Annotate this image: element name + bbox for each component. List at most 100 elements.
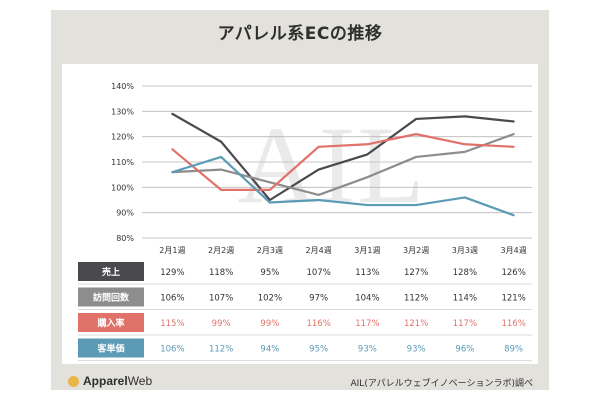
data-label: 121% — [501, 294, 525, 304]
data-label: 112% — [404, 294, 428, 304]
row-header-bg — [78, 262, 144, 281]
data-label: 104% — [355, 294, 379, 304]
data-point — [512, 214, 515, 216]
series-line-客単価 — [171, 155, 515, 217]
data-point — [269, 199, 271, 201]
data-label: 96% — [455, 345, 474, 355]
data-label: 106% — [160, 345, 184, 355]
data-label: 102% — [258, 294, 282, 304]
x-tick-label: 2月1週 — [159, 246, 185, 255]
data-label: 116% — [306, 319, 330, 329]
data-point — [317, 146, 320, 148]
data-label: 126% — [501, 268, 525, 278]
data-point — [220, 140, 222, 143]
data-point — [512, 146, 515, 148]
y-tick-label: 130% — [111, 107, 134, 116]
x-tick-label: 3月4週 — [501, 246, 527, 255]
row-header-label: 購入率 — [96, 317, 124, 329]
data-label: 99% — [260, 319, 279, 329]
y-tick-label: 110% — [111, 158, 134, 167]
x-tick-label: 2月4週 — [306, 246, 332, 255]
x-tick-label: 2月3週 — [257, 246, 283, 255]
data-point — [464, 151, 466, 153]
data-point — [317, 168, 320, 171]
y-tick-label: 90% — [116, 209, 134, 218]
row-header-label: 客単価 — [96, 343, 124, 355]
logo-text-light: Web — [127, 374, 153, 388]
data-point — [220, 189, 222, 191]
data-label: 127% — [404, 268, 428, 278]
x-tick-label: 3月3週 — [452, 246, 478, 255]
data-label: 112% — [209, 345, 233, 355]
data-label: 121% — [404, 319, 428, 329]
logo-text-bold: Apparel — [83, 374, 128, 388]
data-label: 97% — [309, 294, 328, 304]
data-point — [464, 196, 466, 199]
data-point — [220, 156, 222, 158]
y-tick-label: 120% — [111, 133, 134, 142]
data-label: 117% — [355, 319, 379, 329]
series-line-売上 — [171, 112, 515, 202]
data-point — [220, 168, 222, 171]
data-point — [415, 156, 417, 158]
chart-title: アパレル系ECの推移 — [217, 24, 383, 44]
logo-text: ApparelWeb — [83, 374, 152, 388]
data-label: 93% — [407, 345, 426, 355]
row-header-bg — [78, 287, 144, 307]
row-header-label: 訪問回数 — [93, 292, 130, 304]
data-point — [464, 143, 466, 146]
data-point — [366, 143, 369, 146]
data-point — [464, 115, 466, 118]
data-point — [269, 181, 271, 184]
logo-mark-icon — [68, 375, 79, 387]
row-header-bg — [78, 313, 144, 332]
data-label: 129% — [160, 268, 184, 278]
data-label: 128% — [453, 268, 477, 278]
chart-frame: アパレル系ECの推移 AIL 140% 130% 120% 110% 100% 90% 80%… — [51, 10, 549, 390]
x-tick-label: 2月2週 — [208, 246, 234, 255]
data-point — [269, 189, 271, 191]
data-point — [269, 201, 271, 204]
data-label: 107% — [209, 294, 233, 304]
y-tick-label: 140% — [111, 82, 134, 91]
data-point — [512, 133, 515, 135]
data-point — [366, 204, 369, 206]
data-point — [366, 176, 369, 178]
data-label: 107% — [306, 268, 330, 278]
data-point — [415, 118, 417, 120]
row-header-bg — [78, 338, 144, 358]
data-label: 115% — [160, 319, 184, 329]
x-tick-label: 3月2週 — [403, 246, 429, 255]
data-label: 116% — [501, 319, 525, 329]
data-label: 94% — [260, 345, 279, 355]
series-line-訪問回数 — [171, 133, 515, 197]
row-header-label: 売上 — [102, 266, 120, 278]
data-label: 118% — [209, 268, 233, 278]
y-tick-label: 100% — [111, 183, 134, 192]
y-tick-label: 80% — [116, 234, 134, 243]
apparelweb-logo: ApparelWeb — [68, 374, 152, 388]
data-label: 89% — [504, 345, 523, 355]
data-label: 117% — [453, 319, 477, 329]
data-point — [171, 148, 174, 151]
data-point — [512, 120, 515, 123]
x-tick-label: 3月1週 — [354, 246, 380, 255]
data-label: 114% — [453, 294, 477, 304]
data-point — [171, 113, 174, 115]
source-note: AIL(アパレルウェブイノベーションラボ)調べ — [350, 379, 534, 389]
data-label: 93% — [358, 345, 377, 355]
chart-panel: AIL 140% 130% 120% 110% 100% 90% 80% 2月1週 2月2週 2月3… — [62, 64, 538, 364]
data-label: 113% — [355, 268, 379, 278]
data-label: 99% — [212, 319, 231, 329]
data-label: 95% — [260, 268, 279, 278]
data-point — [317, 194, 320, 196]
data-label: 106% — [160, 294, 184, 304]
data-point — [415, 133, 417, 135]
data-point — [317, 199, 320, 201]
data-point — [415, 204, 417, 206]
data-label: 95% — [309, 345, 328, 355]
series-line-購入率 — [171, 133, 515, 191]
data-point — [366, 153, 369, 156]
data-point — [171, 171, 174, 173]
